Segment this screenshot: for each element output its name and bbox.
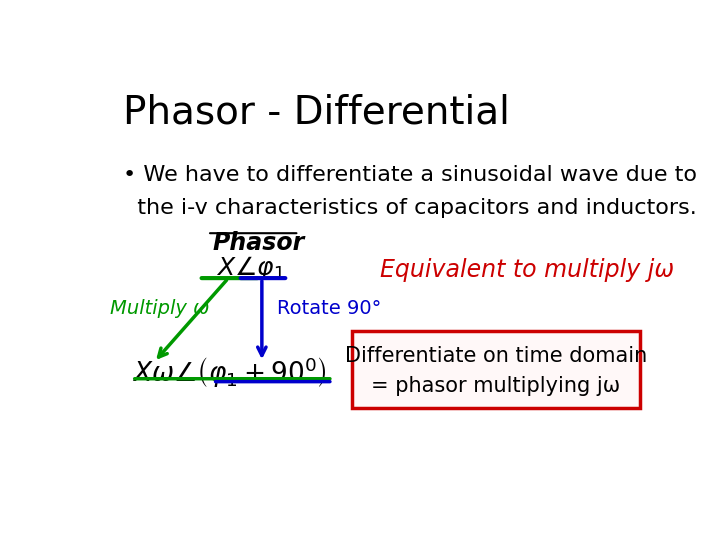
Text: the i-v characteristics of capacitors and inductors.: the i-v characteristics of capacitors an… (124, 198, 697, 218)
Text: Rotate 90°: Rotate 90° (277, 299, 382, 318)
Text: Phasor - Differential: Phasor - Differential (124, 94, 510, 132)
Text: • We have to differentiate a sinusoidal wave due to: • We have to differentiate a sinusoidal … (124, 165, 698, 185)
Text: = phasor multiplying jω: = phasor multiplying jω (372, 376, 621, 396)
Text: Differentiate on time domain: Differentiate on time domain (345, 346, 647, 366)
Text: $X\omega\angle\left(\varphi_1 + 90^0\right)$: $X\omega\angle\left(\varphi_1 + 90^0\rig… (132, 356, 327, 390)
Bar (352, 331, 639, 408)
Text: Phasor: Phasor (213, 231, 305, 255)
Text: Equivalent to multiply jω: Equivalent to multiply jω (380, 258, 675, 282)
Text: $X\angle\varphi_1$: $X\angle\varphi_1$ (215, 254, 284, 282)
Text: Multiply ω: Multiply ω (109, 299, 209, 318)
